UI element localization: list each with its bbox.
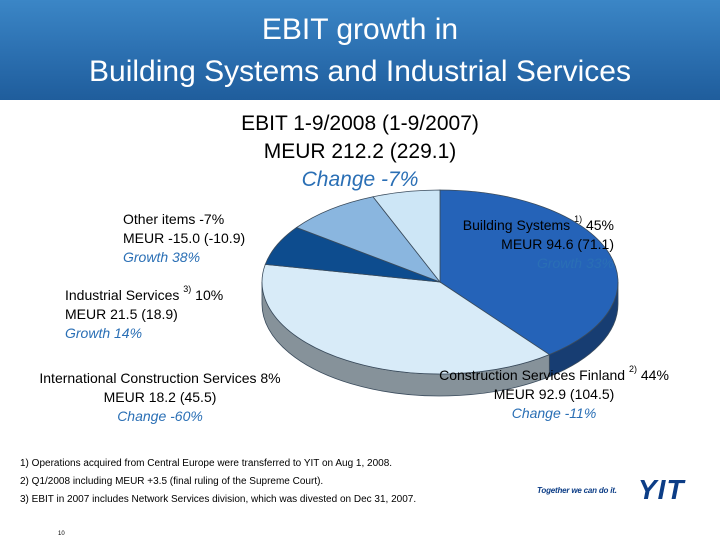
label-construction-footnote: 2) bbox=[628, 364, 637, 374]
label-building-name: Building Systems bbox=[462, 217, 575, 233]
label-building-growth: Growth 33% bbox=[536, 255, 614, 271]
summary-period: EBIT 1-9/2008 (1-9/2007) bbox=[241, 112, 479, 135]
pie-slice-other-items bbox=[372, 189, 441, 284]
footnote-3: 3) EBIT in 2007 includes Network Service… bbox=[20, 494, 417, 505]
label-industrial-pct: 10% bbox=[191, 287, 224, 303]
label-construction-pct: 44% bbox=[636, 367, 669, 383]
label-industrial-services: Industrial Services 3) 10% MEUR 21.5 (18… bbox=[65, 284, 224, 343]
label-international-value: MEUR 18.2 (45.5) bbox=[103, 389, 217, 405]
brand-slogan: Together we can do it. bbox=[537, 486, 617, 495]
yit-logo: YIT bbox=[638, 474, 685, 505]
summary-change: Change -7% bbox=[301, 168, 419, 191]
label-construction-finland: Construction Services Finland 2) 44% MEU… bbox=[404, 364, 704, 423]
footnotes: 1) Operations acquired from Central Euro… bbox=[20, 455, 416, 509]
label-industrial-title: Industrial Services 3) 10% bbox=[65, 284, 224, 305]
ebit-summary: EBIT 1-9/2008 (1-9/2007) MEUR 212.2 (229… bbox=[0, 110, 720, 194]
label-other-growth: Growth 38% bbox=[123, 249, 201, 265]
label-industrial-footnote: 3) bbox=[183, 284, 192, 294]
label-industrial-growth: Growth 14% bbox=[65, 325, 143, 341]
label-building-title: Building Systems 1) 45% bbox=[414, 214, 614, 235]
label-building-systems: Building Systems 1) 45% MEUR 94.6 (71.1)… bbox=[414, 214, 614, 273]
label-other-title: Other items -7% bbox=[123, 211, 225, 227]
label-industrial-name: Industrial Services bbox=[65, 287, 184, 303]
label-international-growth: Change -60% bbox=[117, 408, 203, 424]
pie-slice-building-systems bbox=[439, 189, 619, 356]
page-number: 10 bbox=[58, 531, 65, 537]
label-building-footnote: 1) bbox=[574, 214, 583, 224]
label-other-value: MEUR -15.0 (-10.9) bbox=[123, 230, 246, 246]
label-construction-name: Construction Services Finland bbox=[439, 367, 629, 383]
footnote-2: 2) Q1/2008 including MEUR +3.5 (final ru… bbox=[20, 476, 324, 487]
label-building-value: MEUR 94.6 (71.1) bbox=[501, 236, 614, 252]
title-banner: EBIT growth in Building Systems and Indu… bbox=[0, 0, 720, 100]
label-other-items: Other items -7% MEUR -15.0 (-10.9) Growt… bbox=[123, 210, 245, 267]
label-international-construction: International Construction Services 8% M… bbox=[10, 369, 310, 426]
pie-slice-industrial-services bbox=[295, 196, 442, 283]
label-industrial-value: MEUR 21.5 (18.9) bbox=[65, 306, 178, 322]
label-construction-title: Construction Services Finland 2) 44% bbox=[404, 364, 704, 385]
label-international-title: International Construction Services 8% bbox=[39, 370, 281, 386]
label-building-pct: 45% bbox=[582, 217, 614, 233]
title-line-1: EBIT growth in bbox=[261, 13, 459, 46]
label-construction-growth: Change -11% bbox=[511, 405, 597, 421]
title-line-2: Building Systems and Industrial Services bbox=[89, 55, 631, 88]
label-construction-value: MEUR 92.9 (104.5) bbox=[493, 386, 615, 402]
footnote-1: 1) Operations acquired from Central Euro… bbox=[20, 458, 393, 469]
pie-slice-construction-services-finland bbox=[261, 263, 551, 375]
summary-total: MEUR 212.2 (229.1) bbox=[263, 140, 457, 163]
